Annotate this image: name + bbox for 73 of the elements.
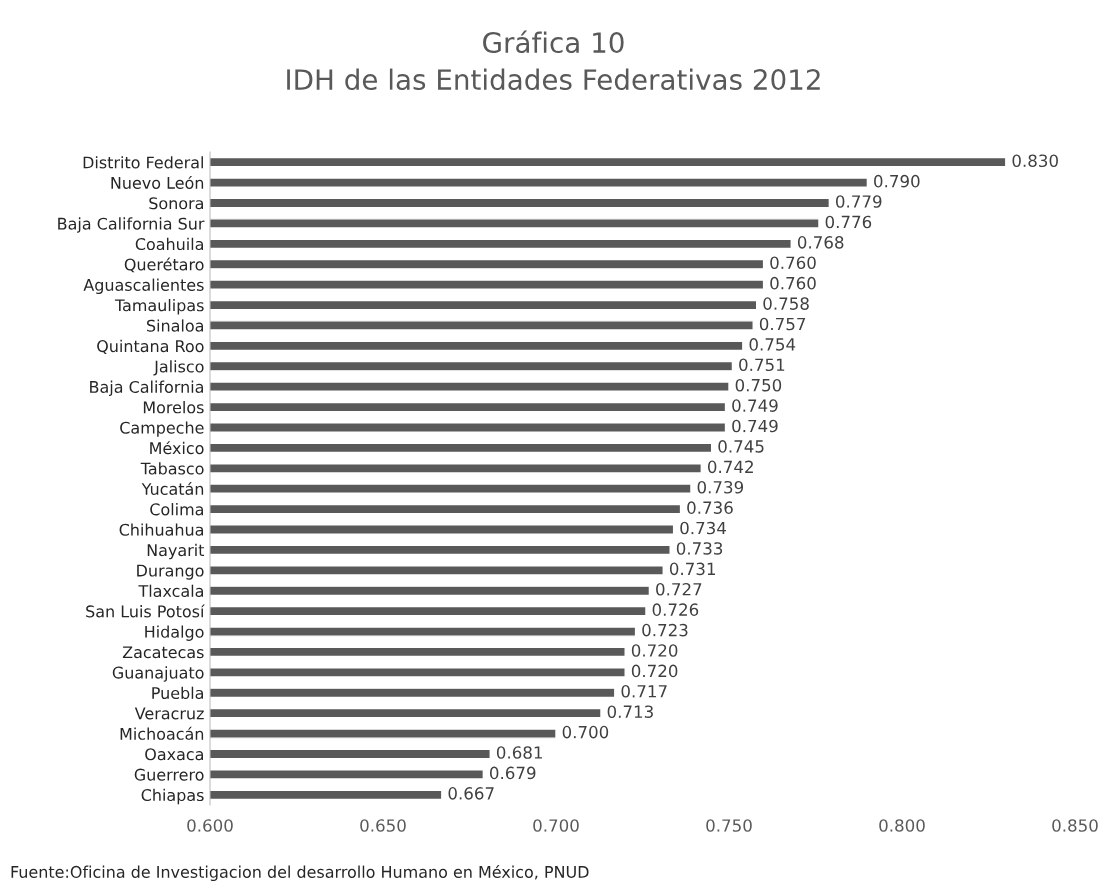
y-tick-label: Sonora (149, 197, 203, 210)
data-label: 0.720 (631, 664, 678, 678)
y-tick-label: Chiapas (141, 788, 204, 805)
y-tick-label: Michoacán (120, 726, 204, 740)
x-tick-label: 0.750 (706, 819, 752, 832)
data-label: 0.727 (656, 582, 702, 596)
data-label: 0.754 (749, 338, 796, 351)
data-label: 0.760 (770, 276, 816, 290)
y-tick-label: México (150, 441, 204, 455)
data-label: 0.733 (676, 542, 723, 555)
data-label: 0.679 (489, 766, 536, 780)
data-label: 0.751 (739, 358, 785, 372)
data-label: 0.768 (797, 236, 844, 249)
data-label: 0.749 (732, 419, 778, 433)
data-label: 0.667 (448, 787, 494, 800)
y-tick-label: Aguascalientes (83, 278, 204, 295)
y-tick-label: Coahuila (135, 237, 203, 251)
chart-title: Gráfica 10 (483, 30, 624, 54)
y-tick-label: Guanajuato (112, 666, 204, 682)
y-tick-label: Baja California Sur (58, 217, 205, 233)
data-label: 0.779 (835, 195, 882, 208)
data-label: 0.731 (669, 562, 715, 576)
y-tick-label: Jalisco (153, 360, 204, 376)
y-tick-label: Zacatecas (122, 646, 204, 659)
x-tick-label: 0.650 (360, 819, 406, 832)
data-label: 0.745 (718, 440, 764, 453)
y-tick-label: Oaxaca (145, 748, 203, 761)
y-tick-label: Nuevo León (111, 175, 204, 189)
data-label: 0.758 (763, 297, 809, 310)
y-tick-label: Hidalgo (145, 625, 204, 641)
y-tick-label: San Luis Potosí (86, 604, 205, 618)
data-label: 0.734 (680, 521, 726, 535)
y-tick-label: Nayarit (147, 543, 205, 560)
data-label: 0.739 (697, 480, 744, 494)
x-tick-label: 0.800 (879, 819, 925, 832)
data-label: 0.749 (732, 399, 778, 412)
data-label: 0.790 (874, 174, 920, 188)
data-label: 0.742 (707, 460, 753, 474)
data-label: 0.760 (770, 256, 816, 270)
data-label: 0.830 (1012, 154, 1058, 168)
data-label: 0.720 (631, 644, 678, 657)
y-tick-label: Tlaxcala (138, 584, 203, 598)
x-tick-label: 0.700 (533, 819, 579, 832)
y-tick-label: Colima (150, 503, 203, 516)
data-label: 0.713 (607, 705, 653, 719)
y-tick-label: Durango (137, 564, 204, 580)
y-tick-label: Tabasco (140, 462, 204, 475)
data-label: 0.723 (642, 623, 688, 637)
y-tick-label: Querétaro (124, 257, 204, 273)
y-tick-label: Distrito Federal (83, 156, 203, 169)
x-tick-label: 0.600 (187, 819, 233, 832)
data-label: 0.681 (496, 746, 542, 759)
y-tick-label: Chihuahua (119, 523, 203, 536)
y-tick-label: Veracruz (134, 707, 204, 720)
y-tick-label: Guerrero (134, 768, 204, 781)
y-tick-label: Puebla (152, 686, 203, 700)
x-tick-label: 0.850 (1052, 819, 1098, 832)
y-tick-label: Morelos (143, 401, 204, 414)
y-tick-label: Sinaloa (147, 319, 203, 332)
data-label: 0.750 (735, 378, 782, 392)
data-label: 0.757 (759, 317, 806, 331)
data-label: 0.717 (621, 684, 667, 698)
y-tick-label: Campeche (120, 421, 204, 437)
data-label: 0.700 (562, 725, 609, 739)
y-tick-label: Quintana Roo (97, 339, 204, 354)
source-note: Fuente:Oficina de Investigacion del desarrollo Humano en México, PNUD (11, 864, 589, 882)
data-label: 0.726 (652, 603, 699, 616)
y-tick-label: Tamaulipas (114, 298, 204, 315)
data-label: 0.736 (687, 501, 733, 514)
data-label: 0.776 (825, 215, 872, 229)
y-tick-label: Baja California (90, 380, 203, 397)
chart-subtitle: IDH de las Entidades Federativas 2012 (287, 68, 820, 91)
y-tick-label: Yucatán (141, 482, 204, 495)
